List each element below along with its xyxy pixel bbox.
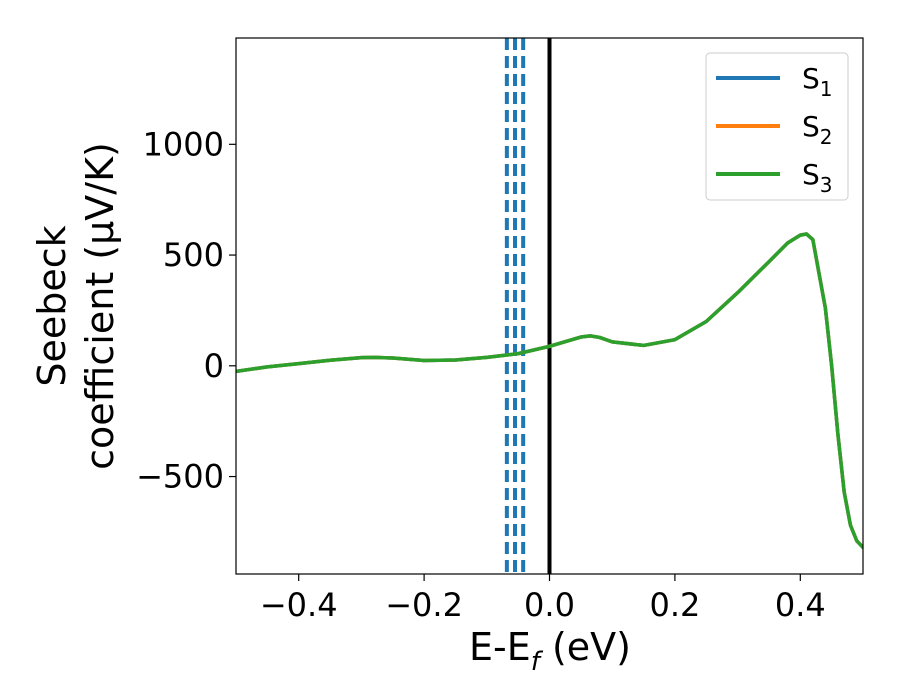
x-axis-title: E-Ef (eV) [469, 625, 631, 677]
y-tick-label: −500 [136, 458, 224, 496]
y-tick-label: 0 [204, 347, 224, 385]
x-tick-label: −0.2 [385, 586, 463, 624]
y-axis-title: Seebeck coefficient (μV/K) [30, 142, 122, 470]
x-tick-label: 0.2 [649, 586, 700, 624]
y-tick-label: 1000 [143, 125, 224, 163]
series-line-S3 [236, 232, 863, 550]
legend-label-S3: S3 [802, 158, 833, 197]
x-tick-label: 0.4 [775, 586, 826, 624]
x-tick-label: −0.4 [260, 586, 338, 624]
y-axis-title-line1: Seebeck [30, 225, 74, 386]
legend: S1 S2 S3 [705, 52, 849, 201]
x-tick-label: 0.0 [524, 586, 575, 624]
y-axis-title-line2: coefficient (μV/K) [78, 142, 122, 470]
y-tick-label: 500 [163, 236, 224, 274]
legend-label-S2: S2 [802, 110, 833, 149]
legend-label-S1: S1 [802, 62, 833, 101]
